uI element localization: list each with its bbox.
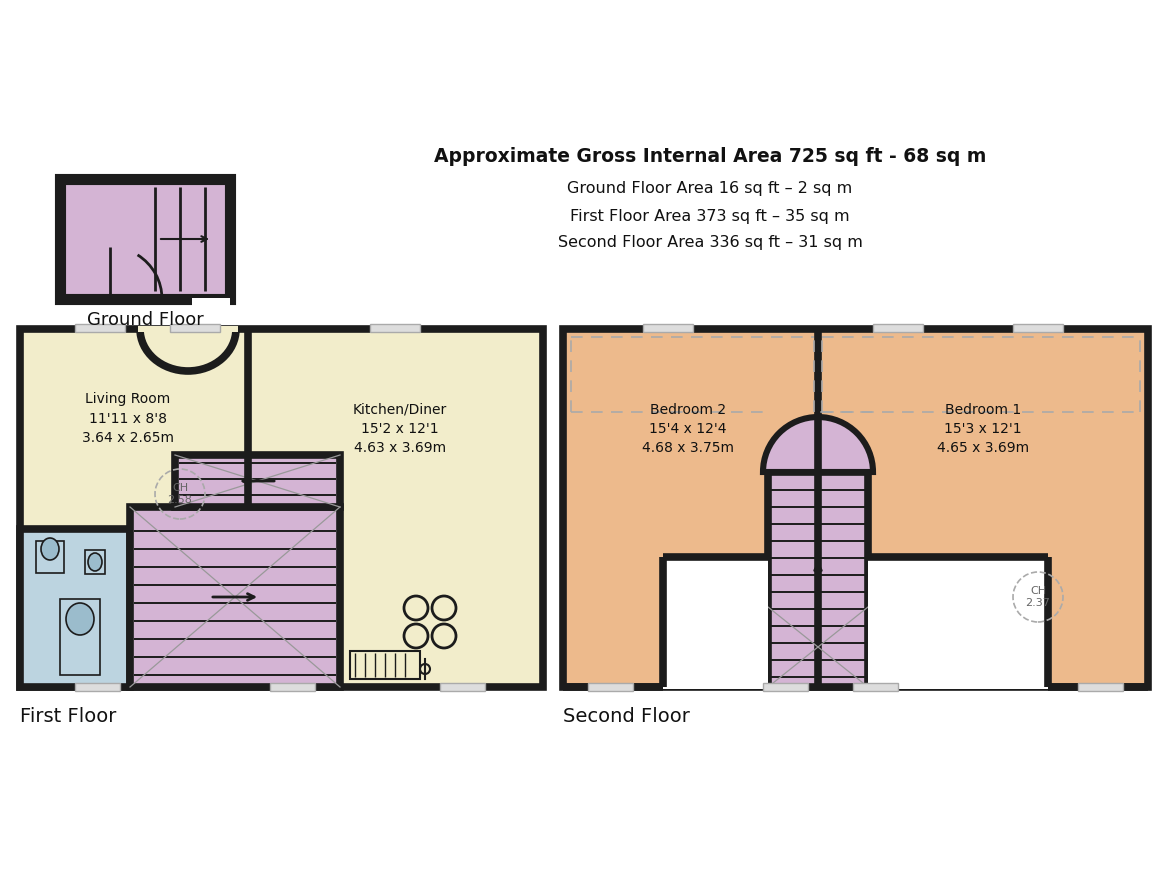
Bar — [20, 329, 543, 687]
Text: Bedroom 2
15'4 x 12'4
4.68 x 3.75m: Bedroom 2 15'4 x 12'4 4.68 x 3.75m — [642, 403, 734, 455]
Bar — [873, 324, 923, 332]
Ellipse shape — [88, 553, 102, 571]
Bar — [589, 683, 633, 691]
Bar — [1078, 683, 1123, 691]
Bar — [36, 541, 64, 573]
Bar — [663, 557, 768, 689]
Bar — [75, 683, 121, 691]
Ellipse shape — [41, 538, 58, 560]
Bar — [85, 550, 105, 574]
Text: Ground Floor Area 16 sq ft – 2 sq m: Ground Floor Area 16 sq ft – 2 sq m — [567, 182, 853, 196]
Bar — [270, 683, 315, 691]
Bar — [60, 599, 99, 675]
Text: Approximate Gross Internal Area 725 sq ft - 68 sq m: Approximate Gross Internal Area 725 sq f… — [434, 147, 986, 167]
Bar — [60, 179, 230, 299]
Text: CH
2.58: CH 2.58 — [167, 483, 192, 505]
Text: Second Floor: Second Floor — [563, 707, 690, 726]
Bar — [75, 324, 125, 332]
Bar — [644, 324, 693, 332]
Text: CH
2.37: CH 2.37 — [1026, 586, 1051, 608]
Ellipse shape — [66, 603, 94, 635]
Bar — [138, 326, 238, 332]
Wedge shape — [763, 417, 873, 472]
Text: Second Floor Area 336 sq ft – 31 sq m: Second Floor Area 336 sq ft – 31 sq m — [558, 236, 862, 251]
Bar — [440, 683, 486, 691]
Bar — [20, 529, 130, 687]
Bar — [192, 298, 230, 314]
Text: First Floor: First Floor — [20, 707, 116, 726]
Bar — [853, 683, 899, 691]
Bar — [868, 557, 1048, 689]
Bar — [768, 472, 868, 687]
Bar — [130, 507, 340, 687]
Bar — [763, 683, 808, 691]
Text: Kitchen/Diner
15'2 x 12'1
4.63 x 3.69m: Kitchen/Diner 15'2 x 12'1 4.63 x 3.69m — [353, 403, 447, 455]
Text: Living Room
11'11 x 8'8
3.64 x 2.65m: Living Room 11'11 x 8'8 3.64 x 2.65m — [82, 393, 174, 446]
Text: Ground Floor: Ground Floor — [87, 311, 204, 329]
Text: First Floor Area 373 sq ft – 35 sq m: First Floor Area 373 sq ft – 35 sq m — [570, 209, 849, 224]
Bar — [563, 329, 1148, 687]
Bar — [176, 455, 340, 507]
Text: Bedroom 1
15'3 x 12'1
4.65 x 3.69m: Bedroom 1 15'3 x 12'1 4.65 x 3.69m — [937, 403, 1030, 455]
Wedge shape — [140, 329, 236, 377]
Bar — [370, 324, 420, 332]
Bar — [1013, 324, 1064, 332]
Bar — [170, 324, 220, 332]
Bar — [350, 651, 420, 679]
